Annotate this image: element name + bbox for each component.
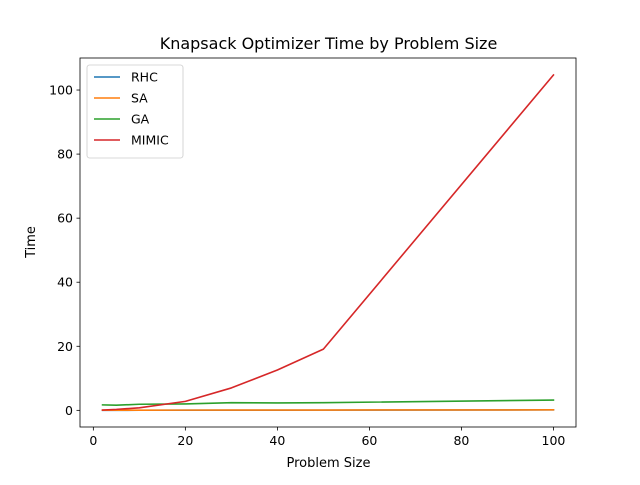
x-axis-label: Problem Size bbox=[287, 456, 371, 471]
x-tick-label: 60 bbox=[361, 433, 377, 448]
legend-label: RHC bbox=[131, 70, 158, 85]
y-axis-label: Time bbox=[24, 226, 39, 259]
x-axis: 0 20 40 60 80 100 bbox=[89, 427, 565, 448]
x-tick-label: 20 bbox=[177, 433, 193, 448]
legend-label: SA bbox=[131, 91, 148, 106]
y-tick-label: 20 bbox=[57, 339, 73, 354]
y-tick-label: 80 bbox=[57, 147, 73, 162]
x-tick-label: 80 bbox=[453, 433, 469, 448]
y-tick-label: 0 bbox=[65, 403, 73, 418]
y-tick-label: 40 bbox=[57, 275, 73, 290]
legend: RHC SA GA MIMIC bbox=[87, 65, 183, 158]
y-tick-label: 60 bbox=[57, 211, 73, 226]
legend-label: MIMIC bbox=[131, 133, 169, 148]
x-tick-label: 40 bbox=[269, 433, 285, 448]
y-axis: 0 20 40 60 80 100 bbox=[49, 83, 80, 418]
chart-title: Knapsack Optimizer Time by Problem Size bbox=[160, 34, 498, 53]
legend-label: GA bbox=[131, 112, 150, 127]
x-tick-label: 0 bbox=[89, 433, 97, 448]
y-tick-label: 100 bbox=[49, 83, 73, 98]
x-tick-label: 100 bbox=[542, 433, 566, 448]
